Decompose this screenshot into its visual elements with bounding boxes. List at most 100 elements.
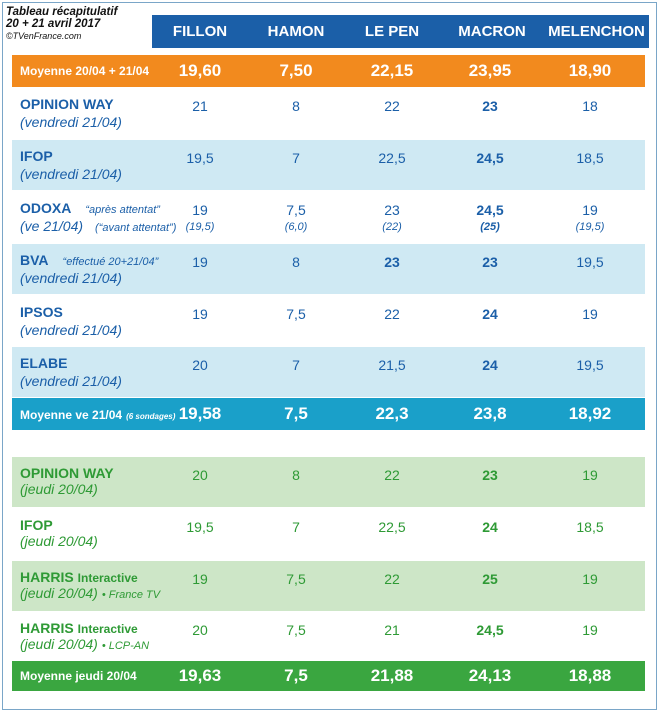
- value: 18,90: [568, 61, 612, 80]
- value-cell: 24,13: [440, 666, 540, 686]
- value: 19,58: [178, 404, 222, 423]
- value: 24,5: [476, 622, 504, 638]
- poll-date: (jeudi 20/04) • France TV: [20, 585, 160, 601]
- value: 20: [192, 467, 208, 483]
- value: 18: [582, 98, 598, 114]
- value-cell: 22: [342, 306, 442, 322]
- poll-date-text: (vendredi 21/04): [20, 270, 122, 286]
- pollster-name-text: IFOP: [20, 148, 53, 164]
- average-20-label: Moyenne jeudi 20/04: [20, 669, 137, 683]
- value: 19,63: [178, 666, 222, 685]
- value-before: (19,5): [185, 221, 215, 233]
- value: 23,8: [473, 404, 507, 423]
- pollster-name: ODOXA: [20, 200, 71, 216]
- pollster-label: ODOXA “après attentat” (ve 21/04) (“avant a…: [20, 200, 176, 234]
- poll-media: • LCP-AN: [101, 640, 150, 652]
- poll-row: OPINION WAY (vendredi 21/04) 21 8 22 23 18: [12, 88, 645, 138]
- value-cell: 7: [246, 150, 346, 166]
- value-cell: 23,95: [440, 61, 540, 81]
- poll-row: ODOXA “après attentat” (ve 21/04) (“avant a…: [12, 192, 645, 242]
- header-bar: [152, 15, 649, 48]
- value-cell: 23: [440, 467, 540, 483]
- pollster-name: IFOP: [20, 148, 53, 164]
- value: 19,60: [178, 61, 222, 80]
- value: 7,5: [286, 306, 306, 322]
- value-cell: 23: [440, 254, 540, 270]
- value: 8: [292, 254, 300, 270]
- value: 24,13: [468, 666, 512, 685]
- value-cell: 24,5: [440, 622, 540, 638]
- value: 22,15: [370, 61, 414, 80]
- pollster-label: OPINION WAY (jeudi 20/04): [20, 465, 114, 497]
- value: 19: [192, 202, 208, 218]
- poll-date-text: (jeudi 20/04): [20, 636, 98, 652]
- col-header-lepen: LE PEN: [364, 23, 420, 40]
- value: 21: [384, 622, 400, 638]
- poll-row: HARRIS Interactive (jeudi 20/04) • France T…: [12, 561, 645, 611]
- value: 24: [482, 306, 498, 322]
- value-cell: 22,5: [342, 519, 442, 535]
- value-cell: 22,3: [342, 404, 442, 424]
- value-cell: 22: [342, 98, 442, 114]
- value-before: (22): [382, 221, 402, 233]
- value-cell: 19,5: [540, 254, 640, 270]
- value: 22: [384, 467, 400, 483]
- value-cell: 19: [150, 254, 250, 270]
- poll-date-text: (vendredi 21/04): [20, 114, 122, 130]
- value-cell: 18,92: [540, 404, 640, 424]
- value: 8: [292, 467, 300, 483]
- value-cell: 8: [246, 98, 346, 114]
- value-cell: 20: [150, 622, 250, 638]
- value-cell: 19: [150, 306, 250, 322]
- value-cell: 19,5: [540, 357, 640, 373]
- poll-date: (vendredi 21/04): [20, 373, 122, 389]
- poll-row: OPINION WAY (jeudi 20/04) 20 8 22 23 19: [12, 457, 645, 507]
- poll-date-text: (jeudi 20/04): [20, 481, 98, 497]
- value: 23: [482, 98, 498, 114]
- poll-date: (jeudi 20/04) • LCP-AN: [20, 636, 149, 652]
- value: 18,5: [576, 150, 604, 166]
- pollster-note: “après attentat”: [85, 204, 160, 216]
- col-header-macron: MACRON: [458, 23, 526, 40]
- pollster-name-suffix: Interactive: [77, 622, 138, 636]
- poll-row: BVA “effectué 20+21/04” (vendredi 21/04) 19…: [12, 244, 645, 294]
- pollster-label: ELABE (vendredi 21/04): [20, 355, 122, 389]
- value-cell: 24: [440, 519, 540, 535]
- poll-date: (jeudi 20/04): [20, 481, 114, 497]
- value: 7,5: [284, 404, 308, 423]
- value-cell: 23,8: [440, 404, 540, 424]
- value: 22: [384, 571, 400, 587]
- value: 21,5: [378, 357, 406, 373]
- pollster-note-before: (“avant attentat”): [95, 222, 177, 234]
- poll-media: • France TV: [101, 589, 161, 601]
- value: 22,5: [378, 150, 406, 166]
- value: 7: [292, 519, 300, 535]
- value: 19: [582, 202, 598, 218]
- title-line2: 20 + 21 avril 2017: [6, 18, 101, 30]
- value-cell: 7,5 (6,0): [246, 202, 346, 233]
- poll-date: (vendredi 21/04): [20, 166, 122, 182]
- value-before: (6,0): [284, 221, 308, 233]
- value: 22,5: [378, 519, 406, 535]
- value-cell: 22,5: [342, 150, 442, 166]
- value-cell: 7,5: [246, 306, 346, 322]
- average-all-label: Moyenne 20/04 + 21/04: [20, 64, 150, 78]
- poll-date-text: (vendredi 21/04): [20, 373, 122, 389]
- value: 7,50: [279, 61, 313, 80]
- value-cell: 25: [440, 571, 540, 587]
- value: 22,3: [375, 404, 409, 423]
- value-cell: 19,5: [150, 519, 250, 535]
- value: 18,88: [568, 666, 612, 685]
- pollster-name: OPINION WAY: [20, 465, 114, 481]
- value: 24,5: [476, 150, 504, 166]
- value: 19: [582, 571, 598, 587]
- pollster-name-text: OPINION WAY: [20, 96, 114, 112]
- value: 19,5: [186, 519, 214, 535]
- col-header-melenchon: MELENCHON: [548, 23, 645, 40]
- value: 24,5: [476, 202, 504, 218]
- pollster-name-text: HARRIS: [20, 569, 74, 585]
- value: 23: [482, 254, 498, 270]
- pollster-name-text: OPINION WAY: [20, 465, 114, 481]
- value-cell: 19: [540, 622, 640, 638]
- value-cell: 19,58: [150, 404, 250, 424]
